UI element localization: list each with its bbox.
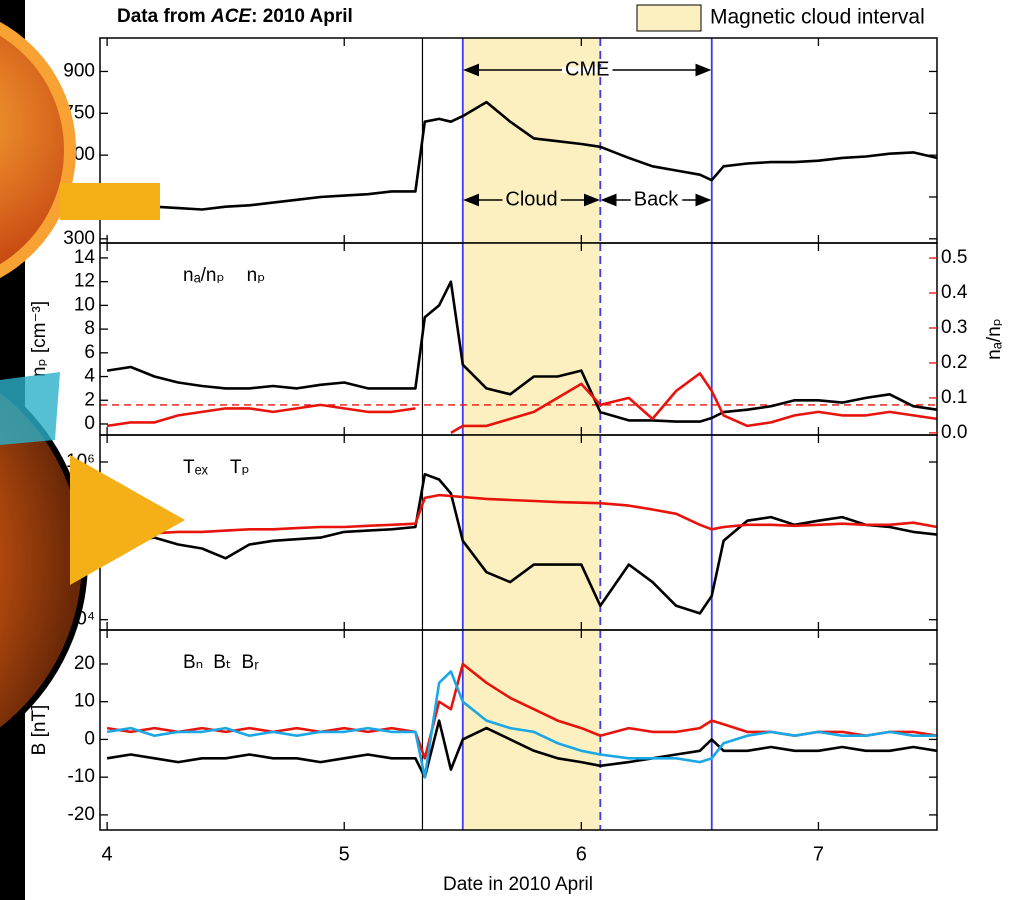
series-line <box>106 280 938 423</box>
series-line <box>106 472 938 615</box>
y-tick-label: 6 <box>84 342 95 363</box>
shade-legend-swatch <box>636 4 702 32</box>
figure-title: Data from ACE: 2010 April <box>117 6 353 27</box>
y-tick-label: 12 <box>74 271 95 292</box>
x-tick-label: 6 <box>576 843 587 865</box>
cloud-shade <box>462 630 601 830</box>
y2-tick-label: 0.4 <box>941 282 968 303</box>
decoration <box>0 0 185 900</box>
y-tick-label: 10 <box>74 294 95 315</box>
annotation-label: Cloud <box>505 188 557 210</box>
legend-label: Bᵣ <box>242 652 260 673</box>
y-tick-label: 0 <box>84 728 95 749</box>
panel-frame <box>99 629 938 831</box>
y-tick-label: -20 <box>68 804 95 825</box>
title-part: : 2010 April <box>251 6 353 27</box>
series-line <box>106 372 938 435</box>
y-tick-label: 900 <box>63 60 95 81</box>
legend-label: nₐ/nₚ <box>183 265 225 286</box>
legend-label: Bₙ <box>183 652 203 673</box>
shade-legend-label: Magnetic cloud interval <box>710 6 925 29</box>
y-tick-label: 10 <box>74 691 95 712</box>
y-tick-label: 20 <box>74 653 95 674</box>
title-part: ACE <box>210 6 252 27</box>
x-tick-label: 7 <box>813 843 824 865</box>
y2-axis-label: nₐ/nₚ <box>984 318 1005 360</box>
annotation-label: CME <box>565 58 609 80</box>
legend-label: Tₚ <box>230 457 250 478</box>
cloud-shade <box>462 243 601 435</box>
annotation-gap <box>562 67 613 73</box>
legend-label: Tₑₓ <box>183 457 209 478</box>
y-tick-label: 300 <box>63 228 95 249</box>
x-tick-label: 5 <box>339 843 350 865</box>
y-tick-label: 8 <box>84 318 95 339</box>
annotation-label: Back <box>634 188 679 210</box>
series-line <box>107 493 938 536</box>
y2-tick-label: 0.0 <box>941 422 967 443</box>
y2-tick-label: 0.3 <box>941 317 967 338</box>
x-axis-label: Date in 2010 April <box>443 874 593 895</box>
legend-label: nₚ <box>247 265 266 286</box>
title-part: Data from <box>117 6 211 27</box>
y-tick-label: 4 <box>84 366 95 387</box>
y-tick-label: -10 <box>68 766 95 787</box>
y-axis-label: B [nT] <box>29 705 50 756</box>
y-tick-label: 2 <box>84 389 95 410</box>
series-line <box>106 100 938 211</box>
y2-tick-label: 0.2 <box>941 352 967 373</box>
y2-tick-label: 0.1 <box>941 387 967 408</box>
annotation-gap <box>630 197 683 203</box>
series-line <box>106 670 937 779</box>
annotation-gap <box>502 197 561 203</box>
y-tick-label: 0 <box>84 413 95 434</box>
series-line <box>106 719 938 779</box>
y-axis-label: nₚ [cm⁻³] <box>29 301 50 377</box>
x-tick-label: 4 <box>102 843 113 865</box>
cloud-shade <box>462 435 601 630</box>
plots: 300450600750900024681012140.00.10.20.30.… <box>29 37 1005 865</box>
legend-label: Bₜ <box>213 652 231 673</box>
y2-tick-label: 0.5 <box>941 247 967 268</box>
y-tick-label: 14 <box>74 247 96 268</box>
